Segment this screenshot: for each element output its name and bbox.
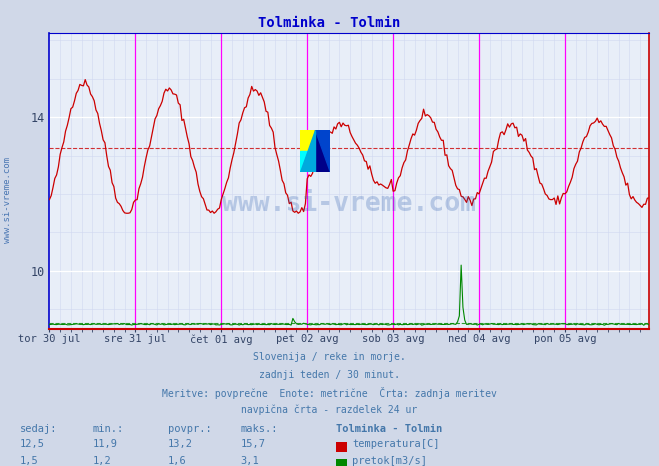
Text: temperatura[C]: temperatura[C] xyxy=(352,439,440,449)
Text: Slovenija / reke in morje.: Slovenija / reke in morje. xyxy=(253,352,406,362)
Polygon shape xyxy=(315,130,330,172)
Bar xyxy=(300,130,315,151)
Text: 15,7: 15,7 xyxy=(241,439,266,449)
Text: maks.:: maks.: xyxy=(241,424,278,434)
Text: Meritve: povprečne  Enote: metrične  Črta: zadnja meritev: Meritve: povprečne Enote: metrične Črta:… xyxy=(162,387,497,399)
Text: 1,6: 1,6 xyxy=(168,456,186,466)
Text: navpična črta - razdelek 24 ur: navpična črta - razdelek 24 ur xyxy=(241,405,418,416)
Text: povpr.:: povpr.: xyxy=(168,424,212,434)
Text: 11,9: 11,9 xyxy=(92,439,117,449)
Text: 12,5: 12,5 xyxy=(20,439,45,449)
Bar xyxy=(300,151,315,172)
Text: Tolminka - Tolmin: Tolminka - Tolmin xyxy=(336,424,442,434)
Text: 13,2: 13,2 xyxy=(168,439,193,449)
Text: 1,2: 1,2 xyxy=(92,456,111,466)
Text: zadnji teden / 30 minut.: zadnji teden / 30 minut. xyxy=(259,370,400,379)
Bar xyxy=(315,130,330,172)
Text: www.si-vreme.com: www.si-vreme.com xyxy=(222,191,476,217)
Text: 3,1: 3,1 xyxy=(241,456,259,466)
Text: www.si-vreme.com: www.si-vreme.com xyxy=(3,158,13,243)
Text: min.:: min.: xyxy=(92,424,123,434)
Text: Tolminka - Tolmin: Tolminka - Tolmin xyxy=(258,16,401,30)
Polygon shape xyxy=(300,130,315,172)
Text: pretok[m3/s]: pretok[m3/s] xyxy=(352,456,427,466)
Text: sedaj:: sedaj: xyxy=(20,424,57,434)
Text: 1,5: 1,5 xyxy=(20,456,38,466)
